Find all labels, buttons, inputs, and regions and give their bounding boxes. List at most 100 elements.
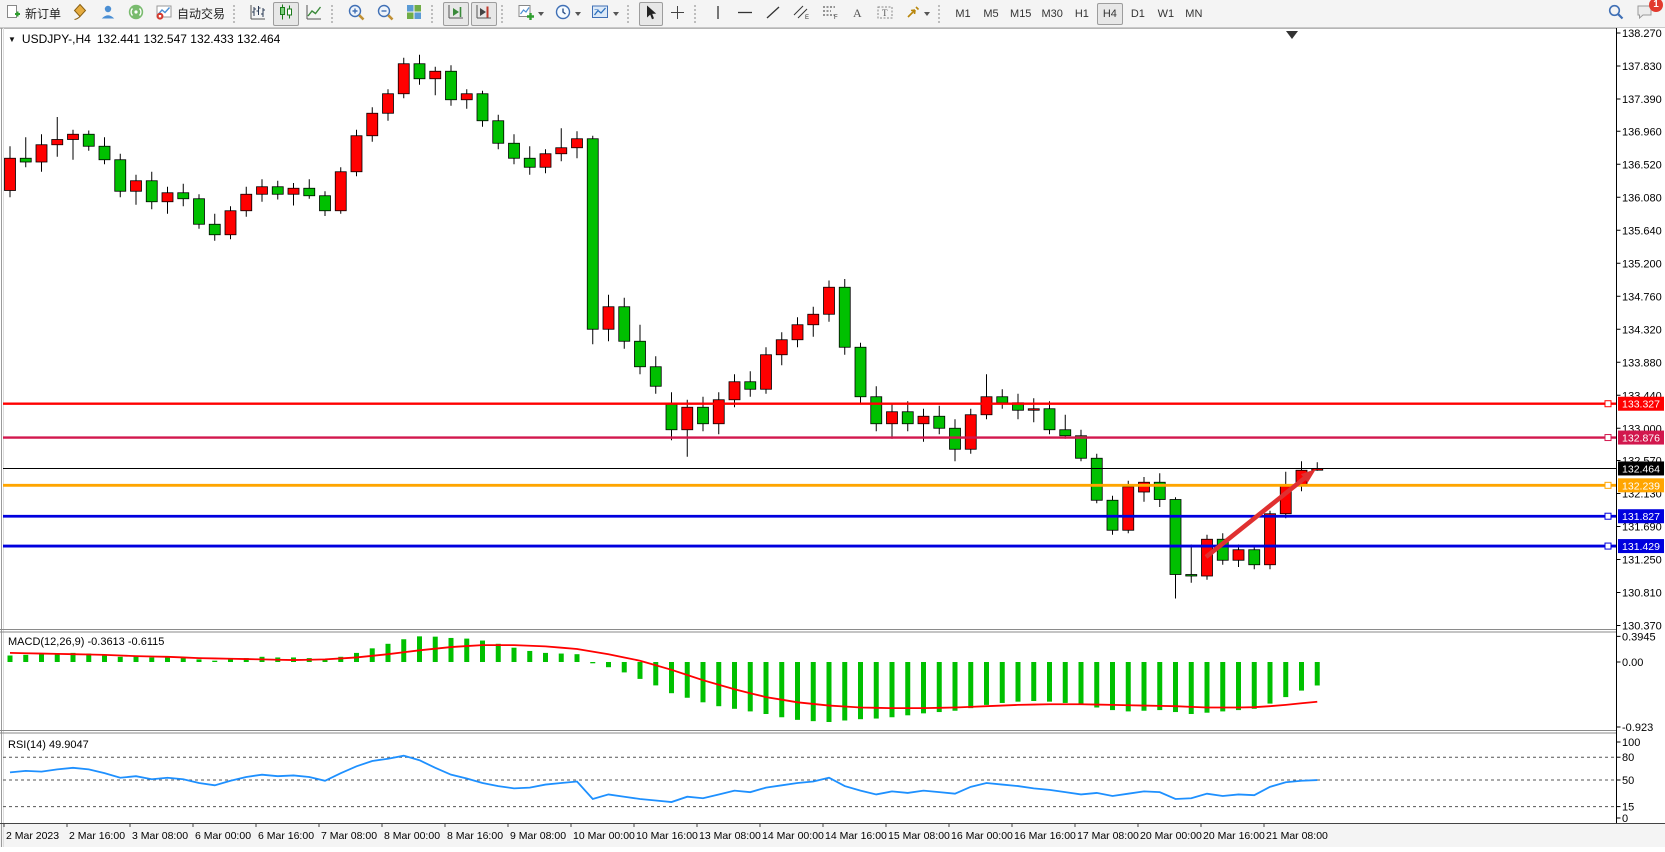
signals-button[interactable]: [123, 2, 149, 26]
candle: [493, 121, 504, 144]
text-button[interactable]: A: [846, 2, 870, 26]
timeframe-button-w1[interactable]: W1: [1153, 3, 1179, 25]
candle: [383, 94, 394, 114]
candle: [808, 314, 819, 325]
line-anchor-handle[interactable]: [1605, 513, 1611, 519]
vertical-line-button[interactable]: [706, 2, 730, 26]
candle: [776, 340, 787, 355]
toolbar-grip: [331, 5, 338, 23]
horizontal-line-icon: [736, 4, 754, 24]
fibonacci-icon: F: [821, 3, 840, 24]
price-level-badge-text: 133.327: [1622, 399, 1660, 411]
search-button[interactable]: [1603, 2, 1629, 26]
price-level-badge-text: 132.464: [1622, 463, 1660, 475]
horizontal-line-button[interactable]: [732, 2, 758, 26]
macd-histogram-bar: [1110, 662, 1115, 710]
macd-histogram-bar: [1205, 662, 1210, 713]
macd-histogram-bar: [449, 638, 454, 662]
line-anchor-handle[interactable]: [1605, 482, 1611, 488]
timeframe-button-m1[interactable]: M1: [950, 3, 976, 25]
macd-histogram-bar: [1299, 662, 1304, 691]
macd-histogram-bar: [149, 657, 154, 662]
trendline-button[interactable]: [760, 2, 786, 26]
line-chart-button[interactable]: [301, 2, 327, 26]
candle: [430, 71, 441, 79]
new-chart-button[interactable]: [513, 2, 548, 26]
price-tick-label: 138.270: [1622, 28, 1662, 40]
svg-text:T: T: [882, 8, 888, 18]
new-chart-icon: [517, 3, 535, 24]
macd-histogram-bar: [1094, 662, 1099, 708]
macd-histogram-bar: [842, 662, 847, 721]
candlestick-chart-icon: [277, 3, 295, 24]
new-order-button[interactable]: 新订单: [1, 2, 65, 26]
price-tick-label: 134.760: [1622, 291, 1662, 303]
toolbar-grip: [233, 5, 240, 23]
main-chart-svg[interactable]: 138.270137.830137.390136.960136.520136.0…: [0, 28, 1665, 847]
toolbar-grip: [627, 5, 634, 23]
timeframe-button-m5[interactable]: M5: [978, 3, 1004, 25]
macd-histogram-bar: [1047, 662, 1052, 702]
timeframe-button-m15[interactable]: M15: [1006, 3, 1035, 25]
community-button[interactable]: [95, 2, 121, 26]
timeframe-button-h1[interactable]: H1: [1069, 3, 1095, 25]
candle: [99, 146, 110, 160]
macd-histogram-bar: [1315, 662, 1320, 685]
templates-button[interactable]: [587, 2, 623, 26]
macd-histogram-bar: [1126, 662, 1131, 711]
line-anchor-handle[interactable]: [1605, 401, 1611, 407]
mql5-market-button[interactable]: [67, 2, 93, 26]
autotrade-icon: [155, 3, 173, 24]
candle: [241, 194, 252, 211]
price-axis[interactable]: 138.270137.830137.390136.960136.520136.0…: [1617, 28, 1665, 825]
candle: [540, 154, 551, 168]
candle: [666, 404, 677, 430]
shapes-button[interactable]: [901, 2, 934, 26]
candle: [902, 412, 913, 424]
notifications-button[interactable]: 1: [1631, 2, 1658, 26]
candle: [209, 224, 220, 235]
candle: [997, 397, 1008, 403]
timeframe-button-h4[interactable]: H4: [1097, 3, 1123, 25]
line-anchor-handle[interactable]: [1605, 435, 1611, 441]
time-tick-label: 2 Mar 16:00: [69, 830, 125, 842]
bar-chart-button[interactable]: [245, 2, 271, 26]
price-tick-label: 136.960: [1622, 126, 1662, 138]
time-tick-label: 8 Mar 16:00: [447, 830, 503, 842]
timeframe-button-m30[interactable]: M30: [1037, 3, 1066, 25]
fibonacci-button[interactable]: F: [817, 2, 844, 26]
chart-shift-button[interactable]: [471, 2, 497, 26]
rsi-tick-label: 80: [1622, 752, 1634, 764]
macd-histogram-bar: [527, 651, 532, 662]
channel-button[interactable]: E: [788, 2, 815, 26]
timeframe-button-mn[interactable]: MN: [1181, 3, 1207, 25]
cursor-button[interactable]: [639, 2, 663, 26]
chevron-down-icon: [538, 12, 544, 16]
crosshair-button[interactable]: [665, 2, 690, 26]
candle: [477, 94, 488, 121]
tile-windows-button[interactable]: [401, 2, 427, 26]
periods-button[interactable]: [550, 2, 585, 26]
macd-tick-label: -0.923: [1622, 722, 1653, 734]
zoom-in-button[interactable]: [343, 2, 370, 26]
macd-histogram-bar: [606, 662, 611, 667]
candlestick-chart-button[interactable]: [273, 2, 299, 26]
autoscroll-button[interactable]: [443, 2, 469, 26]
tile-windows-icon: [405, 3, 423, 24]
candle: [1044, 409, 1055, 430]
price-level-badge-text: 131.429: [1622, 541, 1660, 553]
macd-histogram-bar: [984, 662, 989, 705]
candle: [792, 325, 803, 340]
text-label-button[interactable]: T: [872, 2, 899, 26]
macd-histogram-bar: [8, 656, 13, 663]
timeframe-button-d1[interactable]: D1: [1125, 3, 1151, 25]
svg-text:E: E: [805, 15, 809, 21]
autotrade-button[interactable]: 自动交易: [151, 2, 229, 26]
candle: [68, 134, 79, 139]
new-order-label: 新订单: [25, 5, 61, 22]
rsi-tick-label: 50: [1622, 775, 1634, 787]
macd-histogram-bar: [1220, 662, 1225, 711]
line-anchor-handle[interactable]: [1605, 543, 1611, 549]
macd-histogram-bar: [1283, 662, 1288, 697]
zoom-out-button[interactable]: [372, 2, 399, 26]
